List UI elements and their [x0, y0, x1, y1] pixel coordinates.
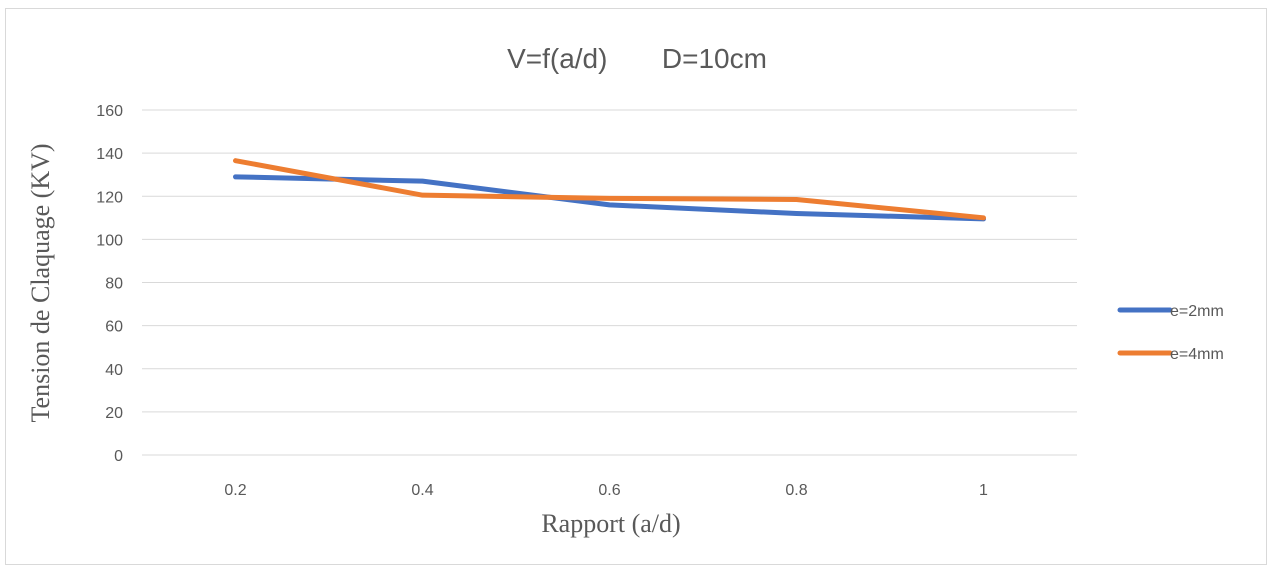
y-tick-label: 40: [105, 362, 123, 379]
legend-label: e=2mm: [1170, 303, 1224, 320]
x-tick-label: 0.4: [411, 482, 433, 499]
y-axis-label: Tension de Claquage (KV): [26, 143, 55, 422]
legend-label: e=4mm: [1170, 346, 1224, 363]
y-tick-label: 160: [96, 103, 123, 120]
gridlines: [142, 109, 1077, 456]
y-tick-label: 20: [105, 405, 123, 422]
legend: e=2mm e=4mm: [1117, 303, 1224, 363]
y-tick-label: 60: [105, 319, 123, 336]
x-axis-label: Rapport (a/d): [541, 509, 680, 538]
y-tick-label: 100: [96, 232, 123, 249]
x-axis-tick-labels: 0.2 0.4 0.6 0.8 1: [224, 482, 988, 499]
y-tick-label: 80: [105, 276, 123, 293]
x-tick-label: 0.6: [598, 482, 620, 499]
y-tick-label: 0: [114, 448, 123, 465]
chart-title: V=f(a/d) D=10cm: [507, 43, 767, 74]
x-tick-label: 0.8: [785, 482, 807, 499]
y-axis-tick-labels: 0 20 40 60 80 100 120 140 160: [96, 103, 123, 465]
y-tick-label: 140: [96, 146, 123, 163]
chart-frame: [5, 8, 1267, 565]
series-lines: [233, 158, 986, 222]
series-line-e=4mm: [233, 158, 986, 221]
x-tick-label: 1: [979, 482, 988, 499]
y-tick-label: 120: [96, 189, 123, 206]
x-tick-label: 0.2: [224, 482, 246, 499]
